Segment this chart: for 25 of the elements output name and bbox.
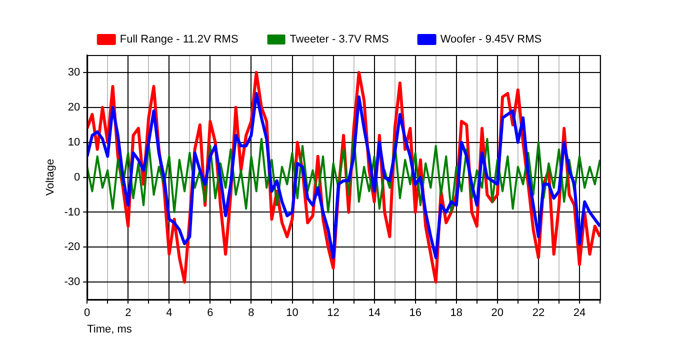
x-tick-label: 0 [84,307,90,320]
x-tick-label: 2 [125,307,132,320]
x-tick-label: 20 [491,307,504,320]
x-tick-label: 18 [450,307,463,320]
y-tick-label: 0 [74,171,80,184]
y-axis-title: Voltage [44,158,57,196]
x-tick-label: 4 [166,307,172,320]
x-axis-title: Time, ms [87,323,132,336]
y-tick-label: -30 [64,276,80,288]
y-tick-label: 20 [68,101,80,114]
x-tick-label: 16 [409,307,422,320]
y-tick-label: 30 [68,66,80,79]
x-tick-label: 8 [248,307,254,320]
x-tick-label: 24 [573,307,586,320]
x-tick-label: 6 [207,307,214,320]
y-tick-label: -10 [64,206,80,218]
legend-label: Full Range - 11.2V RMS [120,34,238,46]
y-tick-label: 10 [68,136,80,148]
x-tick-label: 14 [368,307,380,320]
y-tick-label: -20 [64,241,80,254]
legend-label: Woofer - 9.45V RMS [440,34,542,46]
x-tick-label: 12 [327,307,340,320]
legend-label: Tweeter - 3.7V RMS [290,34,389,46]
x-tick-label: 22 [532,307,545,320]
x-tick-label: 10 [286,307,298,320]
